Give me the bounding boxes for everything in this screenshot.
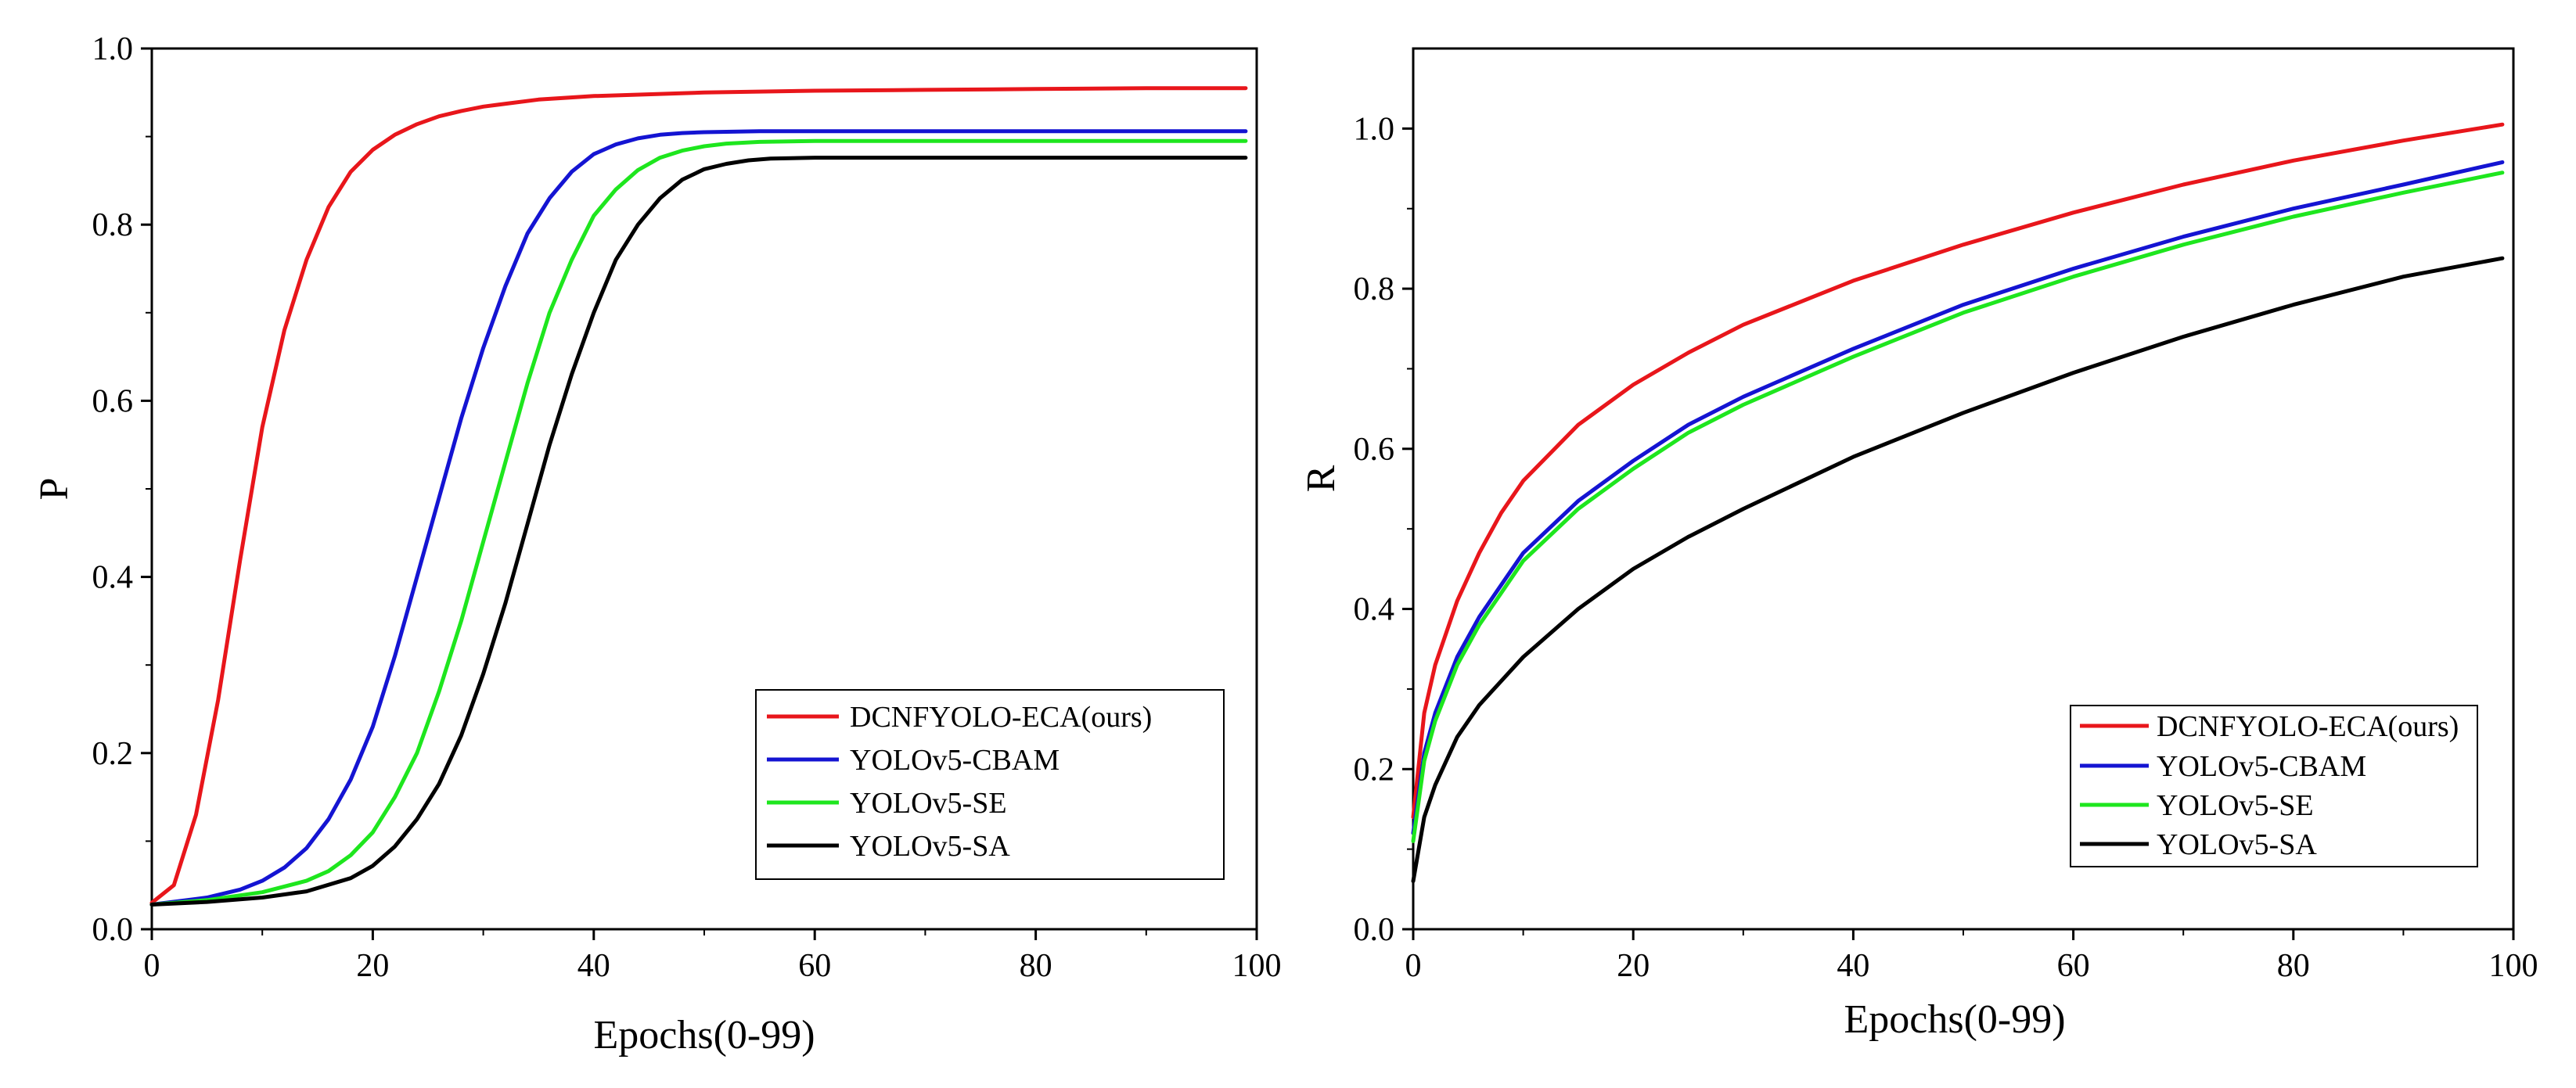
x-axis-ticks: 0 20 40 60 80 100: [144, 929, 1282, 984]
legend-label: YOLOv5-SA: [2157, 828, 2317, 861]
x-tick-label: 100: [2489, 948, 2538, 984]
legend-box: [755, 689, 1225, 880]
y-axis-title: P: [32, 478, 77, 501]
y-tick-label: 0.6: [92, 383, 134, 419]
x-tick-label: 20: [1617, 948, 1650, 984]
series-line-yolov5-cbam: [149, 129, 1248, 907]
legend-label: YOLOv5-SE: [2157, 789, 2314, 822]
legend-label: DCNFYOLO-ECA(ours): [2157, 710, 2459, 743]
x-tick-label: 100: [1232, 948, 1282, 984]
x-tick-label: 60: [798, 948, 831, 984]
x-tick-label: 0: [144, 948, 160, 984]
series-group: [149, 86, 1248, 907]
legend-entry: YOLOv5-SA: [767, 830, 1010, 863]
y-tick-label: 0.2: [92, 736, 134, 772]
legend-label: YOLOv5-SE: [850, 787, 1007, 820]
x-tick-label: 40: [1837, 948, 1869, 984]
x-tick-label: 80: [1020, 948, 1052, 984]
x-axis-title: Epochs(0-99): [593, 1013, 815, 1057]
series-line-dcnfyolo-eca-ours: [1411, 122, 2505, 820]
y-tick-label: 0.4: [1354, 592, 1395, 628]
series-line-yolov5-se: [1411, 171, 2505, 843]
recall-chart: 0 20 40 60 80 100 0.0 0.2 0.4 0.6 0.8 1.0 Epochs(0…: [1299, 47, 2538, 1042]
legend-box: [2070, 705, 2478, 867]
legend-label: DCNFYOLO-ECA(ours): [850, 701, 1152, 734]
y-tick-label: 1.0: [1354, 111, 1395, 147]
legend-entry: YOLOv5-SE: [767, 787, 1007, 820]
y-tick-label: 0.8: [1354, 271, 1395, 307]
legend-entry: YOLOv5-CBAM: [767, 744, 1060, 777]
legend-entry: YOLOv5-SA: [2080, 828, 2317, 861]
legend-entry: DCNFYOLO-ECA(ours): [767, 701, 1152, 734]
legend-label: YOLOv5-CBAM: [850, 744, 1060, 777]
legend: DCNFYOLO-ECA(ours) YOLOv5-CBAM YOLOv5-SE…: [755, 689, 1225, 880]
x-axis-title: Epochs(0-99): [1844, 997, 2065, 1042]
legend: DCNFYOLO-ECA(ours) YOLOv5-CBAM YOLOv5-SE…: [2070, 705, 2478, 867]
y-tick-label: 0.2: [1354, 752, 1395, 788]
y-tick-label: 0.0: [92, 912, 134, 948]
y-tick-label: 0.4: [92, 560, 134, 596]
legend-label: YOLOv5-SA: [850, 830, 1010, 863]
series-group: [1411, 122, 2505, 884]
x-tick-label: 40: [577, 948, 610, 984]
y-tick-label: 0.0: [1354, 912, 1395, 948]
x-tick-label: 80: [2277, 948, 2310, 984]
series-line-yolov5-sa: [1411, 256, 2505, 884]
series-line-yolov5-cbam: [1411, 160, 2505, 835]
legend-entry: YOLOv5-SE: [2080, 789, 2314, 822]
x-axis-ticks: 0 20 40 60 80 100: [1405, 929, 2538, 984]
y-axis-ticks: 0.0 0.2 0.4 0.6 0.8 1.0: [92, 31, 152, 948]
legend-label: YOLOv5-CBAM: [2157, 750, 2366, 783]
legend-entry: YOLOv5-CBAM: [2080, 750, 2366, 783]
y-axis-ticks: 0.0 0.2 0.4 0.6 0.8 1.0: [1354, 111, 1413, 948]
precision-chart: 0 20 40 60 80 100 0.0 0.2 0.4 0.6 0.8 1.0 Epochs(0…: [32, 31, 1282, 1057]
x-tick-label: 60: [2057, 948, 2090, 984]
y-axis-title: R: [1299, 465, 1344, 492]
series-line-dcnfyolo-eca-ours: [149, 86, 1248, 905]
legend-entry: DCNFYOLO-ECA(ours): [2080, 710, 2459, 743]
x-tick-label: 20: [356, 948, 389, 984]
series-line-yolov5-se: [149, 138, 1248, 907]
series-line-yolov5-sa: [149, 156, 1248, 907]
y-tick-label: 1.0: [92, 31, 134, 67]
y-tick-label: 0.8: [92, 207, 134, 243]
y-tick-label: 0.6: [1354, 432, 1395, 468]
x-tick-label: 0: [1405, 948, 1422, 984]
